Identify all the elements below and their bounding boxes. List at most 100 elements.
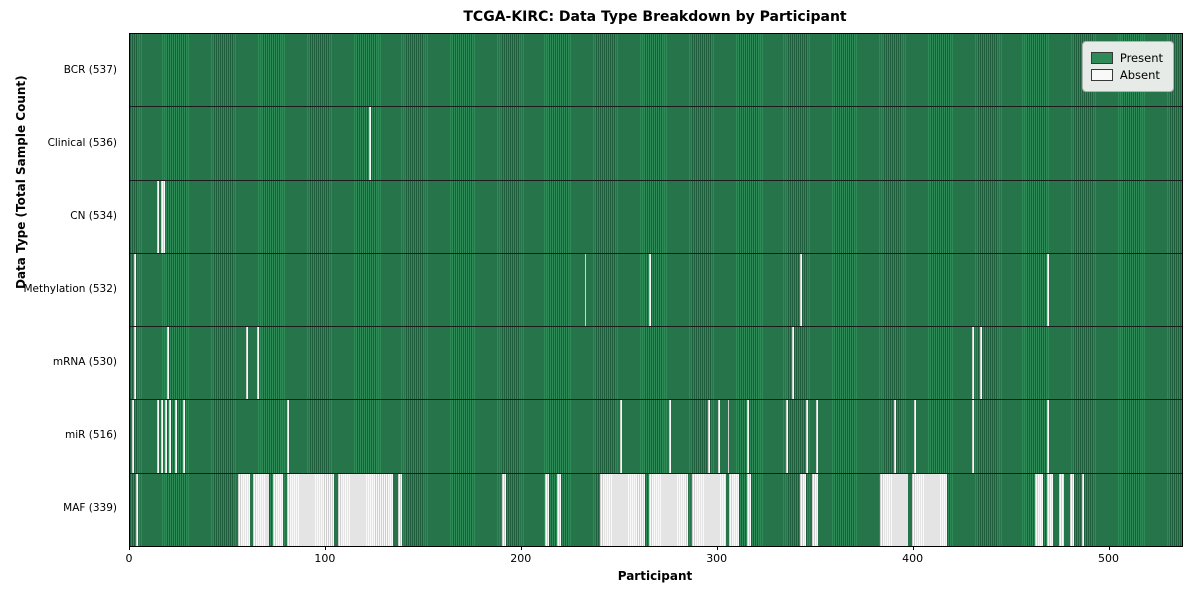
absent-stripe bbox=[161, 180, 166, 253]
y-tick-label: MAF (339) bbox=[63, 502, 117, 515]
y-tick-label: CN (534) bbox=[70, 209, 117, 222]
legend: Present Absent bbox=[1081, 41, 1174, 92]
absent-stripe bbox=[398, 473, 403, 546]
absent-stripe bbox=[880, 473, 908, 546]
absent-stripe bbox=[545, 473, 550, 546]
heatmap-rows bbox=[130, 34, 1182, 546]
x-tick-label: 500 bbox=[1098, 552, 1119, 565]
absent-stripe bbox=[133, 327, 136, 400]
heatmap-row-cn bbox=[130, 180, 1182, 254]
absent-stripe bbox=[167, 327, 170, 400]
heatmap-row-methylation bbox=[130, 253, 1182, 328]
absent-stripe bbox=[1082, 473, 1085, 546]
absent-stripe bbox=[161, 400, 164, 473]
absent-stripe bbox=[729, 473, 740, 546]
heatmap-row-mrna bbox=[130, 327, 1182, 401]
absent-stripe bbox=[747, 400, 750, 473]
y-tick-label: mRNA (530) bbox=[52, 356, 117, 369]
absent-stripe bbox=[169, 400, 172, 473]
absent-stripe bbox=[972, 327, 975, 400]
x-tick-label: 0 bbox=[125, 552, 133, 565]
absent-stripe bbox=[133, 253, 136, 327]
absent-stripe bbox=[619, 400, 622, 473]
absent-stripe bbox=[1058, 473, 1065, 546]
absent-stripe bbox=[805, 400, 808, 473]
plot-area: Present Absent bbox=[129, 33, 1183, 547]
absent-stripe bbox=[175, 400, 177, 473]
absent-stripe bbox=[913, 400, 916, 473]
x-tick-mark bbox=[324, 546, 326, 550]
x-tick-mark bbox=[129, 546, 130, 550]
absent-stripe bbox=[584, 253, 587, 327]
absent-stripe bbox=[692, 473, 726, 546]
absent-stripe bbox=[815, 400, 818, 473]
absent-stripe bbox=[237, 473, 250, 546]
absent-stripe bbox=[786, 400, 789, 473]
x-tick-labels: 0 100 200 300 400 500 bbox=[125, 546, 1181, 568]
absent-stripe bbox=[707, 400, 710, 473]
absent-stripe bbox=[286, 400, 289, 473]
absent-stripe bbox=[894, 400, 896, 473]
absent-stripe bbox=[245, 327, 248, 400]
absent-stripe bbox=[135, 473, 138, 546]
absent-stripe bbox=[157, 180, 160, 253]
legend-label: Present bbox=[1119, 51, 1163, 65]
absent-stripe bbox=[980, 327, 983, 400]
x-tick-label: 400 bbox=[902, 552, 924, 565]
absent-stripe bbox=[649, 253, 652, 327]
absent-stripe bbox=[799, 473, 806, 546]
absent-stripe bbox=[369, 107, 371, 180]
y-tick-label: Methylation (532) bbox=[23, 283, 117, 295]
absent-stripe bbox=[727, 400, 730, 473]
x-tick-label: 300 bbox=[706, 552, 728, 565]
legend-entry-present: Present bbox=[1090, 51, 1163, 65]
heatmap-row-bcr bbox=[130, 34, 1182, 108]
absent-stripe bbox=[253, 473, 270, 546]
legend-swatch-absent bbox=[1090, 69, 1113, 81]
absent-stripe bbox=[182, 400, 185, 473]
legend-entry-absent: Absent bbox=[1090, 68, 1163, 82]
x-axis-label: Participant bbox=[617, 569, 693, 583]
absent-stripe bbox=[1046, 253, 1049, 327]
x-tick-mark bbox=[912, 546, 914, 550]
absent-stripe bbox=[1070, 473, 1075, 546]
x-tick-label: 100 bbox=[314, 552, 336, 565]
x-tick-label: 200 bbox=[510, 552, 532, 565]
absent-stripe bbox=[1035, 473, 1043, 546]
legend-label: Absent bbox=[1119, 68, 1160, 82]
absent-stripe bbox=[273, 473, 283, 546]
y-tick-label: miR (516) bbox=[64, 429, 117, 442]
heatmap-row-maf bbox=[130, 473, 1182, 546]
x-tick-mark bbox=[520, 546, 522, 550]
x-tick-mark bbox=[1108, 546, 1110, 550]
legend-swatch-present bbox=[1090, 52, 1113, 64]
absent-stripe bbox=[1046, 473, 1053, 546]
absent-stripe bbox=[600, 473, 646, 546]
x-tick-mark bbox=[716, 546, 718, 550]
absent-stripe bbox=[972, 400, 975, 473]
absent-stripe bbox=[649, 473, 689, 546]
absent-stripe bbox=[337, 473, 393, 546]
absent-stripe bbox=[131, 400, 134, 473]
absent-stripe bbox=[165, 400, 168, 473]
heatmap-row-mir bbox=[130, 400, 1182, 474]
absent-stripe bbox=[257, 327, 260, 400]
absent-stripe bbox=[157, 400, 160, 473]
absent-stripe bbox=[792, 327, 795, 400]
absent-stripe bbox=[911, 473, 947, 546]
absent-stripe bbox=[557, 473, 561, 546]
y-tick-label: Clinical (536) bbox=[47, 136, 117, 149]
absent-stripe bbox=[286, 473, 334, 546]
heatmap-row-clinical bbox=[130, 107, 1182, 181]
absent-stripe bbox=[502, 473, 507, 546]
y-tick-label: BCR (537) bbox=[63, 63, 117, 76]
absent-stripe bbox=[668, 400, 671, 473]
absent-stripe bbox=[1046, 400, 1049, 473]
absent-stripe bbox=[799, 253, 802, 327]
chart-title: TCGA-KIRC: Data Type Breakdown by Partic… bbox=[463, 9, 847, 25]
absent-stripe bbox=[747, 473, 751, 546]
absent-stripe bbox=[811, 473, 818, 546]
y-tick-labels: BCR (537) Clinical (536) CN (534) Methylati… bbox=[0, 33, 123, 545]
absent-stripe bbox=[717, 400, 720, 473]
